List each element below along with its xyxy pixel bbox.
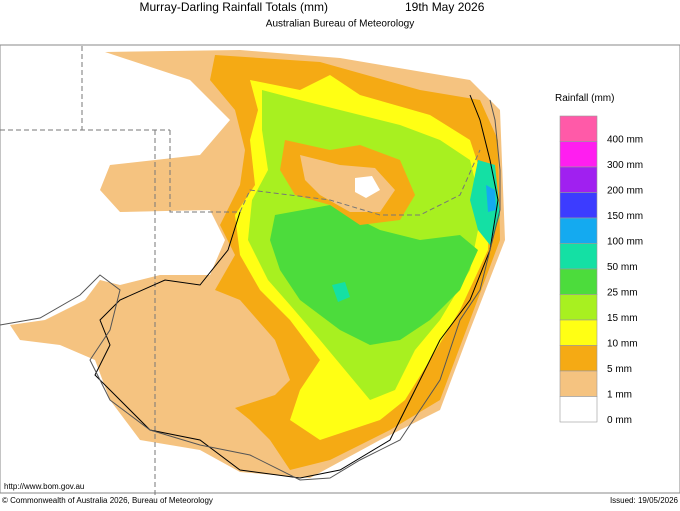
- rain-area: [332, 282, 350, 302]
- legend-swatch: [559, 192, 598, 219]
- legend-label: 1 mm: [607, 390, 632, 401]
- legend-label: 25 mm: [607, 288, 638, 299]
- legend-label: 200 mm: [607, 186, 643, 197]
- issued: Issued: 19/05/2026: [610, 496, 679, 505]
- legend-swatch: [559, 243, 598, 270]
- legend-swatch: [559, 294, 598, 321]
- coastline: [0, 99, 501, 481]
- legend-label: 300 mm: [607, 160, 643, 171]
- legend-swatch: [559, 115, 598, 142]
- legend-label: 400 mm: [607, 135, 643, 146]
- legend-label: 10 mm: [607, 339, 638, 350]
- copyright: © Commonwealth of Australia 2026, Bureau…: [2, 496, 213, 505]
- legend: 400 mm 300 mm 200 mm 150 mm 100 mm 50 mm 25 mm…: [559, 115, 643, 426]
- rain-area: [300, 155, 395, 212]
- legend-swatch: [559, 370, 598, 397]
- rain-area: [355, 176, 380, 198]
- legend-label: 150 mm: [607, 211, 643, 222]
- legend-label: 0 mm: [607, 415, 632, 426]
- rain-area: [470, 160, 500, 245]
- rain-area: [486, 185, 496, 212]
- legend-label: 5 mm: [607, 364, 632, 375]
- source-url: http://www.bom.gov.au: [4, 482, 84, 491]
- legend-swatch: [559, 396, 598, 423]
- legend-swatch: [559, 141, 598, 168]
- rain-area: [110, 340, 155, 385]
- legend-label: 100 mm: [607, 237, 643, 248]
- legend-label: 50 mm: [607, 262, 638, 273]
- legend-swatch: [559, 166, 598, 193]
- rain-area: [270, 205, 478, 345]
- subtitle: Australian Bureau of Meteorology: [266, 19, 414, 30]
- legend-swatch: [559, 217, 598, 244]
- state-border: [0, 46, 481, 495]
- title: Murray-Darling Rainfall Totals (mm): [140, 0, 328, 14]
- state-border: [94, 94, 499, 479]
- legend-swatch: [559, 268, 598, 295]
- legend-swatch: [559, 319, 598, 346]
- legend-title: Rainfall (mm): [555, 93, 614, 104]
- date: 19th May 2026: [405, 0, 485, 14]
- legend-label: 15 mm: [607, 313, 638, 324]
- legend-swatch: [559, 345, 598, 372]
